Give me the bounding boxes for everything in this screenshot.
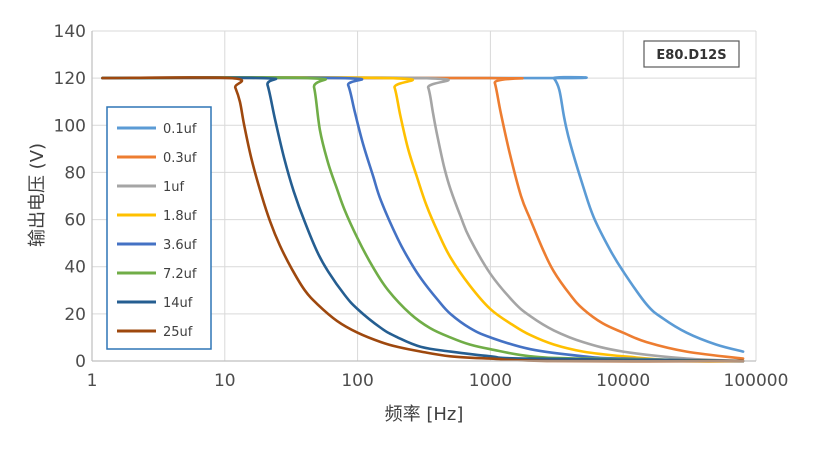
- y-tick-labels: 0 20 40 60 80 100 120 140: [54, 22, 86, 372]
- x-tick-label: 1: [87, 371, 98, 391]
- y-tick-label: 80: [64, 163, 86, 183]
- series-line-25uf: [101, 76, 745, 363]
- x-tick-label: 100000: [724, 371, 789, 391]
- legend-label-1.8uf: 1.8uf: [163, 209, 197, 224]
- y-axis-title: 输出电压 (V): [27, 143, 48, 247]
- legend-box: [106, 106, 212, 350]
- model-badge-box: [643, 40, 740, 68]
- y-tick-label: 120: [54, 69, 86, 89]
- legend: 0.1uf 0.3uf 1uf 1.8uf 3.6uf 7.2uf 14uf 25uf: [106, 106, 212, 350]
- series-line-3.6uf: [101, 76, 745, 363]
- legend-label-0.3uf: 0.3uf: [163, 151, 197, 166]
- legend-label-0.1uf: 0.1uf: [163, 122, 197, 137]
- series-line-0.3uf: [101, 76, 745, 360]
- x-tick-label: 10: [214, 371, 236, 391]
- x-tick-label: 100: [341, 371, 373, 391]
- series-line-1uf: [101, 76, 745, 363]
- x-tick-labels: 1 10 100 1000 10000 100000: [87, 371, 789, 391]
- series-line-1.8uf: [101, 76, 745, 363]
- model-badge-text: E80.D12S: [656, 48, 726, 63]
- legend-label-3.6uf: 3.6uf: [163, 238, 197, 253]
- y-tick-label: 40: [64, 258, 86, 278]
- legend-label-25uf: 25uf: [163, 325, 193, 340]
- legend-label-7.2uf: 7.2uf: [163, 267, 197, 282]
- axes: [91, 31, 756, 362]
- model-badge: E80.D12S: [643, 40, 740, 68]
- series-line-14uf: [101, 76, 745, 363]
- y-tick-label: 140: [54, 22, 86, 42]
- y-tick-label: 60: [64, 211, 86, 231]
- x-tick-label: 1000: [469, 371, 512, 391]
- y-tick-label: 100: [54, 116, 86, 136]
- legend-label-14uf: 14uf: [163, 296, 193, 311]
- y-tick-label: 0: [75, 352, 86, 372]
- series-line-7.2uf: [101, 76, 745, 363]
- legend-label-1uf: 1uf: [163, 180, 185, 195]
- y-tick-label: 20: [64, 305, 86, 325]
- x-tick-label: 10000: [596, 371, 650, 391]
- series-line-0.1uf: [101, 75, 745, 353]
- series-lines: [101, 75, 745, 363]
- x-axis-title: 频率 [Hz]: [385, 404, 464, 425]
